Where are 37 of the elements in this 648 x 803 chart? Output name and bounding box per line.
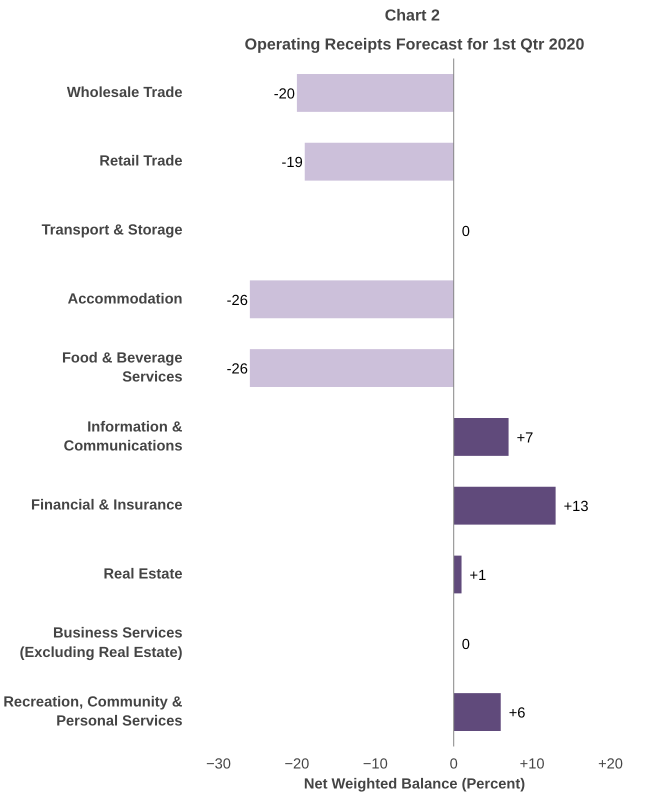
data-label: -26 [226, 362, 248, 378]
data-label: +7 [516, 430, 534, 446]
x-tick-label: −30 [206, 756, 231, 772]
x-tick-label: +20 [598, 756, 623, 772]
bar [250, 280, 454, 318]
data-label: 0 [462, 224, 470, 240]
data-label: -20 [274, 86, 295, 102]
data-label: 0 [462, 636, 470, 653]
y-tick-label: Accommodation [68, 291, 183, 308]
y-tick-label: Real Estate [103, 566, 183, 582]
x-tick-label: −20 [284, 756, 310, 772]
bar [454, 418, 509, 456]
y-tick-label: Business Services (Excluding Real Estate) [20, 626, 183, 661]
bar [454, 486, 556, 525]
chart-title: Chart 2 [384, 8, 440, 24]
bar [250, 349, 454, 388]
data-label: +6 [508, 706, 526, 722]
y-tick-label: Transport & Storage [42, 222, 183, 238]
data-label: -19 [282, 155, 303, 172]
y-tick-label: Food & Beverage Services [62, 350, 183, 386]
y-tick-label: Recreation, Community & Personal Services [3, 694, 183, 730]
data-label: +13 [564, 499, 588, 516]
bar [454, 693, 501, 732]
bar [296, 74, 454, 112]
data-label: -26 [226, 292, 248, 309]
x-tick-label: +10 [520, 756, 545, 772]
x-tick-label: 0 [450, 756, 458, 772]
y-tick-label: Retail Trade [99, 154, 183, 170]
chart-subtitle: Operating Receipts Forecast for 1st Qtr 2020 [244, 36, 584, 54]
x-axis-title: Net Weighted Balance (Percent) [304, 776, 526, 792]
y-tick-label: Financial & Insurance [31, 498, 183, 514]
bar [454, 556, 462, 594]
data-label: +1 [470, 568, 486, 584]
y-tick-label: Information & Communications [64, 419, 183, 454]
y-tick-label: Wholesale Trade [66, 84, 183, 101]
bar [304, 142, 454, 181]
x-tick-label: −10 [362, 756, 388, 772]
